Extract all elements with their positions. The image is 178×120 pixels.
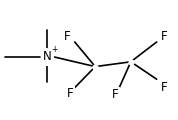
Text: F: F <box>111 88 118 101</box>
Text: F: F <box>161 81 168 94</box>
Text: F: F <box>67 87 74 100</box>
Text: +: + <box>51 45 57 54</box>
Text: N: N <box>43 51 52 63</box>
Text: F: F <box>161 30 168 42</box>
Text: F: F <box>64 30 71 42</box>
